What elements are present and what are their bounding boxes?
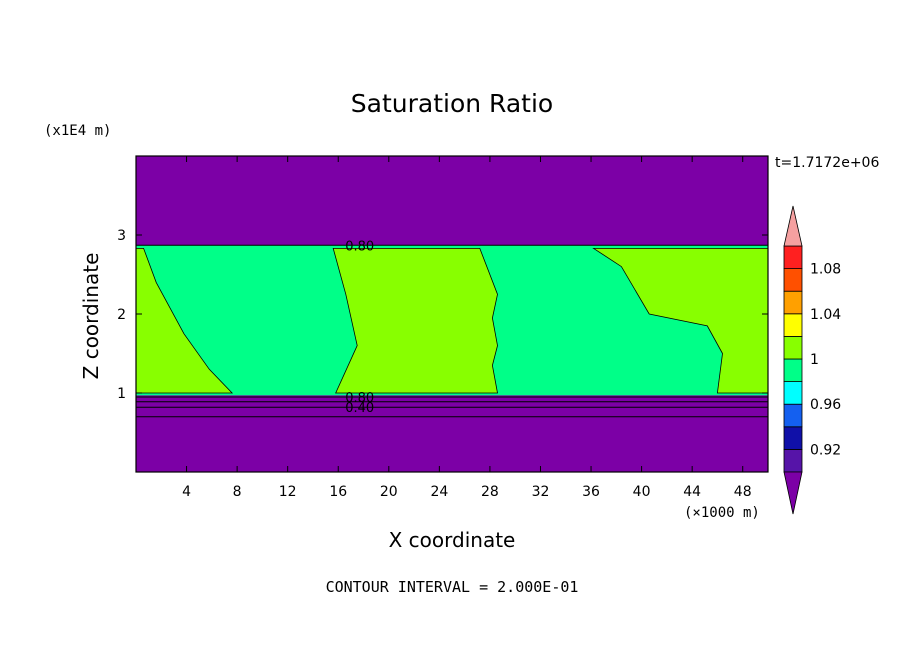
- colorbar-over-arrow: [783, 205, 803, 247]
- x-ticks: 4 8 12 16 20 24 28 32 36 40 44 48: [182, 156, 752, 500]
- y-tick-label-1: 1: [117, 386, 126, 402]
- y-tick-label-2: 2: [117, 307, 126, 323]
- x-tick-label-28: 28: [481, 484, 499, 500]
- x-tick-label-8: 8: [233, 484, 242, 500]
- supersaturated-regions: [136, 247, 768, 394]
- x-tick-label-44: 44: [683, 484, 701, 500]
- y-ticks: 1 2 3: [117, 228, 768, 402]
- colorbar-band-4: [783, 358, 803, 383]
- colorbar-band-1: [783, 426, 803, 450]
- contour-label-1: 0.80: [345, 391, 374, 406]
- region-2: [332, 247, 498, 394]
- colorbar: 0.92 0.96 1 1.04 1.08: [783, 205, 841, 515]
- x-tick-label-12: 12: [279, 484, 297, 500]
- colorbar-tick-label-3: 1.04: [810, 307, 841, 323]
- contour-interval-note: CONTOUR INTERVAL = 2.000E-01: [326, 578, 579, 596]
- colorbar-band-0: [783, 448, 803, 473]
- plot-area: 0.800.800.40: [136, 156, 768, 472]
- x-tick-label-4: 4: [182, 484, 191, 500]
- x-tick-label-48: 48: [734, 484, 752, 500]
- colorbar-band-2: [783, 403, 803, 428]
- x-tick-label-36: 36: [582, 484, 600, 500]
- region-1: [136, 247, 234, 394]
- y-unit-label: (x1E4 m): [44, 123, 111, 139]
- x-tick-label-16: 16: [329, 484, 347, 500]
- contour-label-0: 0.80: [345, 239, 374, 254]
- colorbar-tick-label-4: 1.08: [810, 262, 841, 278]
- y-tick-label-3: 3: [117, 228, 126, 244]
- contour-lines: 0.800.800.40: [136, 239, 768, 418]
- x-tick-label-20: 20: [380, 484, 398, 500]
- x-unit-label: (×1000 m): [684, 505, 760, 521]
- colorbar-band-9: [783, 245, 803, 270]
- x-tick-label-24: 24: [430, 484, 448, 500]
- colorbar-tick-label-0: 0.92: [810, 442, 841, 458]
- colorbar-under-arrow: [783, 471, 803, 515]
- colorbar-band-7: [783, 290, 803, 315]
- chart-title: Saturation Ratio: [351, 89, 553, 118]
- time-label: t=1.7172e+06: [775, 155, 879, 171]
- x-tick-label-40: 40: [633, 484, 651, 500]
- colorbar-band-5: [783, 335, 803, 360]
- colorbar-tick-label-2: 1: [810, 352, 819, 368]
- x-axis-label: X coordinate: [389, 528, 516, 552]
- x-tick-label-32: 32: [532, 484, 550, 500]
- region-3: [592, 247, 768, 394]
- colorbar-band-8: [783, 268, 803, 292]
- y-axis-label: Z coordinate: [79, 253, 103, 380]
- contour-label-2: 0.40: [345, 401, 374, 416]
- colorbar-tick-label-1: 0.96: [810, 397, 841, 413]
- colorbar-band-6: [783, 313, 803, 337]
- colorbar-band-3: [783, 381, 803, 405]
